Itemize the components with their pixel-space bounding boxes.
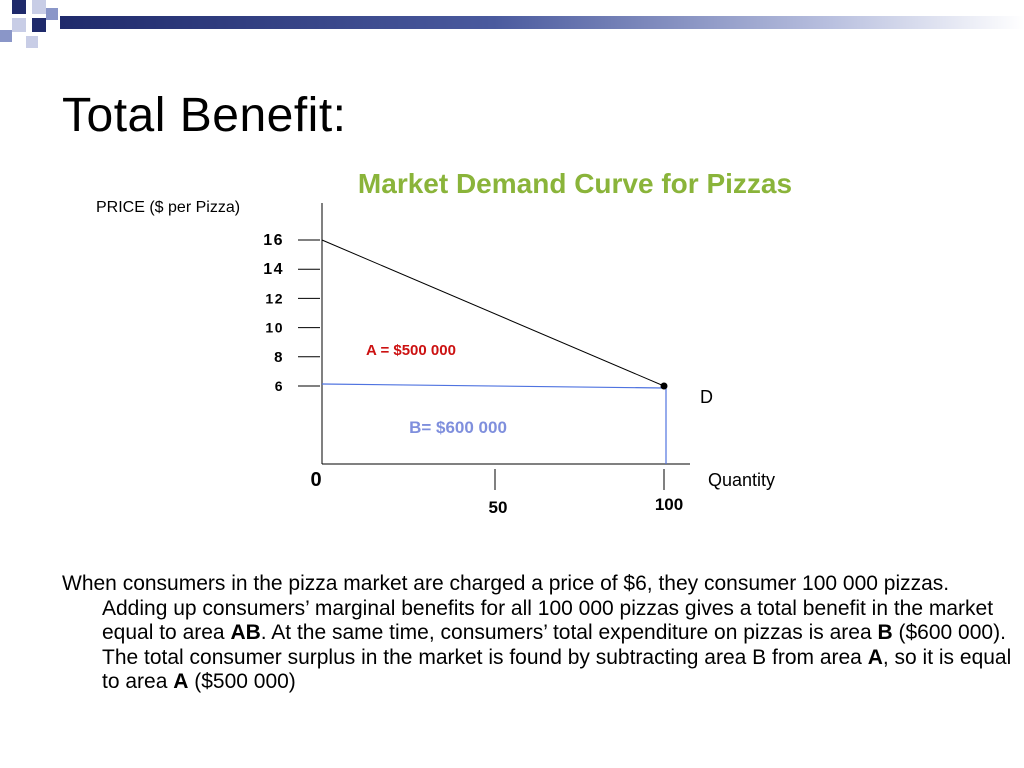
x-ticks: 50 100 xyxy=(489,469,683,517)
x-axis-label: Quantity xyxy=(708,470,775,490)
text-segment: , so it is equal to area xyxy=(102,645,1012,694)
explanation-paragraph: When consumers in the pizza market are c… xyxy=(62,572,1012,695)
y-tick-label: 14 xyxy=(263,261,284,278)
header-square-7 xyxy=(26,36,38,48)
chart-title: Market Demand Curve for Pizzas xyxy=(358,168,792,199)
header-square-5 xyxy=(46,8,58,20)
y-tick-label: 6 xyxy=(275,378,284,394)
equilibrium-point xyxy=(660,382,668,390)
y-tick-label: 12 xyxy=(265,290,284,306)
y-tick-label: 8 xyxy=(274,349,284,366)
text-segment: ($600 000). The total consumer surplus i… xyxy=(102,621,1006,669)
x-tick-label: 50 xyxy=(489,498,508,517)
price-line xyxy=(321,383,665,389)
header-square-6 xyxy=(0,30,12,42)
header-square-1 xyxy=(12,0,26,14)
header-square-3 xyxy=(12,18,26,32)
text-segment: ($500 000) xyxy=(188,670,296,693)
term-b: B xyxy=(877,621,893,644)
x-tick-label: 100 xyxy=(655,495,683,514)
y-tick-label: 16 xyxy=(263,232,284,249)
area-a-label: A = $500 000 xyxy=(366,342,456,359)
text-segment: . At the same time, consumers’ total exp… xyxy=(260,621,878,644)
header-gradient-bar xyxy=(60,16,1024,29)
origin-label: 0 xyxy=(310,469,321,491)
header-square-4 xyxy=(32,18,46,32)
y-axis-label: PRICE ($ per Pizza) xyxy=(96,199,240,216)
header-square-2 xyxy=(32,0,46,14)
area-b-label: B= $600 000 xyxy=(409,418,507,437)
term-a: A xyxy=(867,645,883,669)
demand-curve xyxy=(321,239,665,387)
text-segment: When consumers in the pizza market are c… xyxy=(62,572,994,644)
demand-curve-label: D xyxy=(700,387,713,407)
term-a: A xyxy=(173,670,189,693)
term-ab: AB xyxy=(230,621,261,644)
y-ticks: 16 14 12 10 8 6 xyxy=(263,232,320,394)
y-tick-label: 10 xyxy=(265,320,284,336)
slide-title: Total Benefit: xyxy=(62,89,347,142)
